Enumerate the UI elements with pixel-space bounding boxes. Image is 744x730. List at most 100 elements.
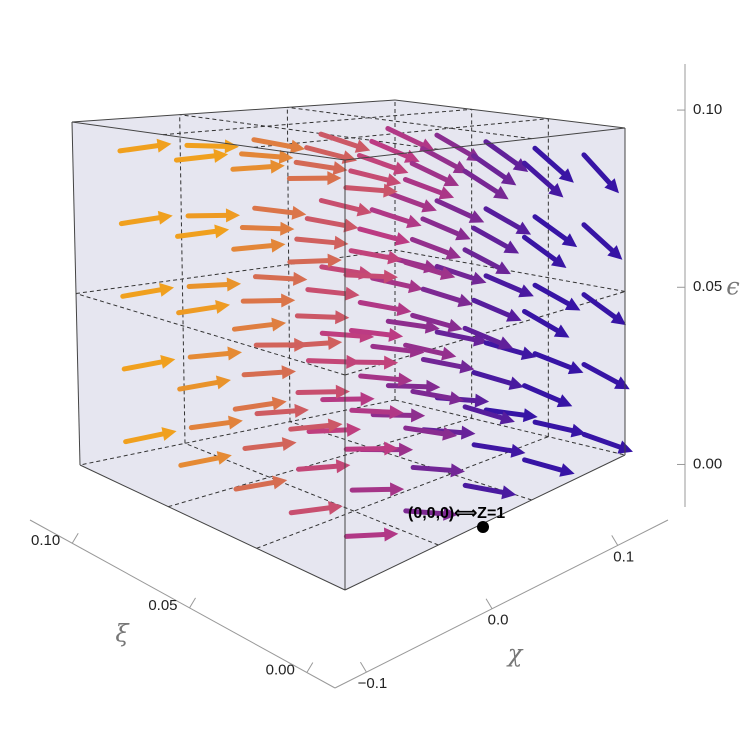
arrow-shaft <box>288 422 332 432</box>
arrow-head <box>327 336 343 351</box>
arrow-shaft <box>175 228 218 239</box>
arrow-shaft <box>358 373 402 383</box>
arrow-shaft <box>241 369 285 378</box>
arrow-shaft <box>178 455 221 468</box>
arrow-shaft <box>403 342 446 357</box>
arrow-head <box>335 459 351 474</box>
arrow-shaft <box>581 222 615 253</box>
arrow-head <box>335 310 350 325</box>
arrow-shaft <box>521 160 556 191</box>
arrow-shaft <box>471 225 510 250</box>
tick-label: 0.00 <box>693 455 722 472</box>
arrow-head <box>216 451 232 465</box>
grid-line <box>162 108 472 136</box>
box-edge <box>394 99 626 129</box>
arrow-head <box>225 208 241 223</box>
arrow-head <box>390 482 405 497</box>
arrow-shaft <box>385 126 425 148</box>
arrow-head <box>556 394 573 408</box>
arrow-head <box>508 376 524 390</box>
arrow-shaft <box>305 358 349 365</box>
arrow-head <box>442 426 458 441</box>
arrow-shaft <box>420 216 461 237</box>
arrow-shaft <box>369 275 413 289</box>
arrow-head <box>161 427 177 441</box>
arrow-shaft <box>462 404 505 421</box>
arrow-head <box>449 391 465 406</box>
arrow-shaft <box>306 427 350 435</box>
arrow-head <box>156 138 172 153</box>
arrow-shaft <box>184 142 228 149</box>
tick-mark <box>485 598 493 610</box>
arrow-head <box>501 485 517 500</box>
grid-line <box>168 417 472 508</box>
arrow-head <box>383 269 398 284</box>
arrow-shaft <box>117 143 161 154</box>
epsilon-axis-label: ϵ <box>726 273 739 301</box>
arrow-head <box>510 443 526 458</box>
box-edge <box>71 121 81 466</box>
arrow-shaft <box>252 274 296 282</box>
arrow-head <box>520 346 537 360</box>
arrow-shaft <box>420 286 462 303</box>
arrow-shaft <box>233 479 276 492</box>
arrow-shaft <box>385 190 427 209</box>
arrow-shaft <box>581 292 618 320</box>
arrow-head <box>387 250 403 265</box>
arrow-shaft <box>252 205 295 216</box>
arrow-shaft <box>173 153 217 163</box>
arrow-shaft <box>343 446 387 452</box>
arrow-head <box>333 235 349 250</box>
arrow-shaft <box>304 216 348 228</box>
arrow-head <box>360 391 375 406</box>
arrow-head <box>438 186 455 200</box>
arrow-head <box>512 158 529 172</box>
arrow-head <box>290 139 306 154</box>
arrow-head <box>227 346 242 361</box>
arrow-shaft <box>532 351 573 371</box>
arrow-shaft <box>305 287 349 297</box>
arrow-head <box>157 210 173 225</box>
arrow-shaft <box>410 464 454 473</box>
arrow-head <box>561 233 578 248</box>
arrow-head <box>214 224 230 239</box>
arrow-head <box>394 232 411 246</box>
annotation: (0,0,0)⟺Z=1 <box>408 505 505 522</box>
arrow-head <box>493 185 509 200</box>
tick-mark <box>359 661 367 673</box>
arrow-head <box>291 205 307 220</box>
arrow-shaft <box>532 282 571 307</box>
arrow-shaft <box>349 486 393 493</box>
arrow-head <box>460 425 476 440</box>
arrow-shaft <box>581 361 620 386</box>
arrow-head <box>215 375 231 390</box>
arrow-shaft <box>471 153 508 180</box>
arrow-shaft <box>522 383 562 404</box>
arrow-head <box>389 405 404 420</box>
arrow-shaft <box>410 312 452 329</box>
arrow-head <box>278 149 294 164</box>
arrow-shaft <box>319 264 362 276</box>
arrow-shaft <box>471 442 515 454</box>
arrow-shaft <box>343 359 387 366</box>
arrow-head <box>406 214 422 229</box>
arrow-shaft <box>434 198 475 220</box>
arrow-head <box>550 254 567 268</box>
arrow-shaft <box>240 298 284 304</box>
box-edge <box>344 127 626 161</box>
arrow-head <box>443 506 458 521</box>
arrow-shaft <box>434 263 476 281</box>
arrow-shaft <box>522 457 564 473</box>
arrow-shaft <box>296 463 339 472</box>
arrow-shaft <box>348 168 391 183</box>
tick-label: 0.1 <box>613 548 634 565</box>
arrow-head <box>383 183 398 198</box>
axis-line <box>29 519 336 689</box>
arrow-shaft <box>483 273 524 294</box>
box-fill <box>72 100 625 590</box>
arrow-shaft <box>402 259 445 276</box>
arrow-head <box>506 308 522 322</box>
arrow-shaft <box>254 408 298 417</box>
arrow-shaft <box>176 304 219 316</box>
arrow-head <box>447 318 463 333</box>
